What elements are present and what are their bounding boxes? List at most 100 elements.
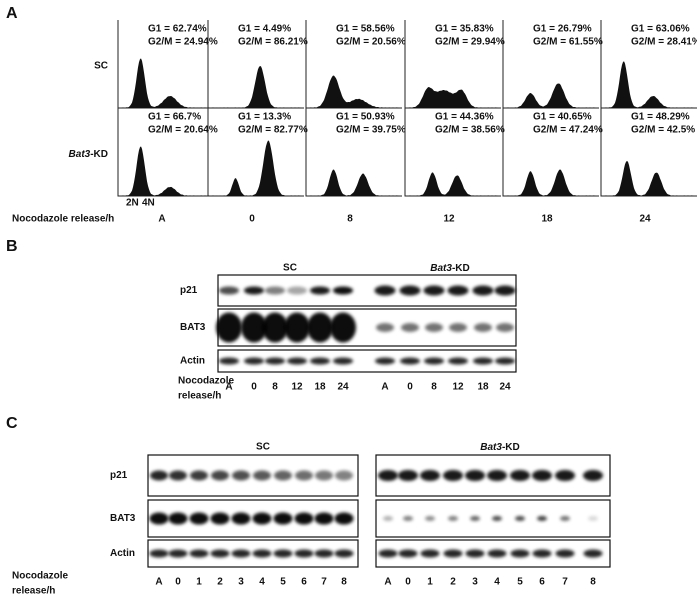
blot-frame — [217, 349, 517, 373]
g2m-stat: G2/M = 47.24% — [533, 125, 603, 136]
lane-label: 8 — [341, 577, 347, 588]
italic-part: Bat3 — [69, 149, 91, 160]
band — [555, 549, 575, 558]
band — [310, 286, 330, 295]
x-label: Nocodazole — [178, 376, 235, 387]
suffix-part: -KD — [502, 442, 520, 453]
lane-label: 4 — [259, 577, 265, 588]
timepoint: 12 — [443, 214, 455, 225]
histogram — [506, 169, 596, 196]
g2m-stat: G2/M = 20.56% — [336, 37, 406, 48]
band — [216, 312, 242, 343]
g1-stat: G1 = 35.83% — [435, 24, 494, 35]
panel-label: C — [6, 415, 18, 432]
histogram — [604, 61, 694, 108]
peak-label: 4N — [142, 198, 155, 209]
band — [378, 549, 398, 558]
g2m-stat: G2/M = 82.77% — [238, 125, 308, 136]
blot-label: BAT3 — [180, 322, 206, 333]
lane-label: 8 — [431, 382, 437, 393]
lane-label: 0 — [405, 577, 411, 588]
italic-part: Bat3 — [480, 442, 502, 453]
band — [376, 323, 394, 332]
timepoint: 18 — [541, 214, 553, 225]
blot-label: Actin — [110, 548, 135, 559]
histogram — [309, 169, 399, 196]
band — [219, 357, 239, 365]
g1-stat: G1 = 13.3% — [238, 112, 291, 123]
band — [211, 470, 229, 481]
timepoint: A — [158, 214, 165, 225]
band — [398, 470, 418, 481]
band — [400, 357, 420, 365]
band — [495, 357, 515, 365]
lane-label: 5 — [517, 577, 523, 588]
band — [150, 470, 168, 481]
row-label: SC — [94, 61, 108, 72]
band — [470, 516, 480, 521]
histogram — [408, 86, 498, 108]
band — [537, 516, 547, 521]
lane-label: 18 — [314, 382, 326, 393]
lane-label: 24 — [337, 382, 349, 393]
histogram — [211, 66, 301, 108]
g2m-stat: G2/M = 86.21% — [238, 37, 308, 48]
band — [265, 286, 285, 295]
g1-stat: G1 = 26.79% — [533, 24, 592, 35]
band — [560, 516, 570, 521]
band — [295, 470, 313, 481]
band — [334, 549, 354, 558]
band — [465, 549, 485, 558]
timepoint: 0 — [249, 214, 255, 225]
group-label: SC — [283, 263, 297, 274]
band — [210, 512, 230, 525]
group-label: Bat3-KD — [430, 263, 469, 274]
band — [189, 512, 209, 525]
band — [448, 516, 458, 521]
band — [583, 470, 603, 481]
band — [244, 357, 264, 365]
g2m-stat: G2/M = 28.41% — [631, 37, 697, 48]
group-label: Bat3-KD — [480, 442, 519, 453]
x-label: Nocodazole release/h — [12, 214, 114, 225]
band — [335, 470, 353, 481]
band — [510, 549, 530, 558]
band — [588, 516, 598, 521]
g2m-stat: G2/M = 61.55% — [533, 37, 603, 48]
band — [447, 285, 469, 296]
band — [262, 312, 288, 343]
x-label: release/h — [178, 391, 221, 402]
timepoint: 8 — [347, 214, 353, 225]
g2m-stat: G2/M = 38.56% — [435, 125, 505, 136]
lane-label: 7 — [321, 577, 327, 588]
band — [448, 357, 468, 365]
band — [555, 470, 575, 481]
band — [334, 512, 354, 525]
g1-stat: G1 = 50.93% — [336, 112, 395, 123]
band — [241, 312, 267, 343]
band — [494, 285, 516, 296]
g1-stat: G1 = 4.49% — [238, 24, 291, 35]
band — [232, 470, 250, 481]
g1-stat: G1 = 66.7% — [148, 112, 201, 123]
histogram — [604, 160, 694, 196]
histogram — [121, 146, 211, 196]
x-label: release/h — [12, 586, 55, 597]
band — [420, 470, 440, 481]
g1-stat: G1 = 62.74% — [148, 24, 207, 35]
lane-label: 6 — [539, 577, 545, 588]
band — [294, 512, 314, 525]
band — [284, 312, 310, 343]
histogram — [211, 140, 301, 196]
g1-stat: G1 = 40.65% — [533, 112, 592, 123]
band — [168, 549, 188, 558]
band — [398, 549, 418, 558]
histogram — [309, 75, 399, 108]
band — [403, 516, 413, 521]
lane-label: 8 — [272, 382, 278, 393]
band — [401, 323, 419, 332]
band — [307, 312, 333, 343]
lane-label: 1 — [427, 577, 433, 588]
band — [189, 549, 209, 558]
band — [425, 516, 435, 521]
